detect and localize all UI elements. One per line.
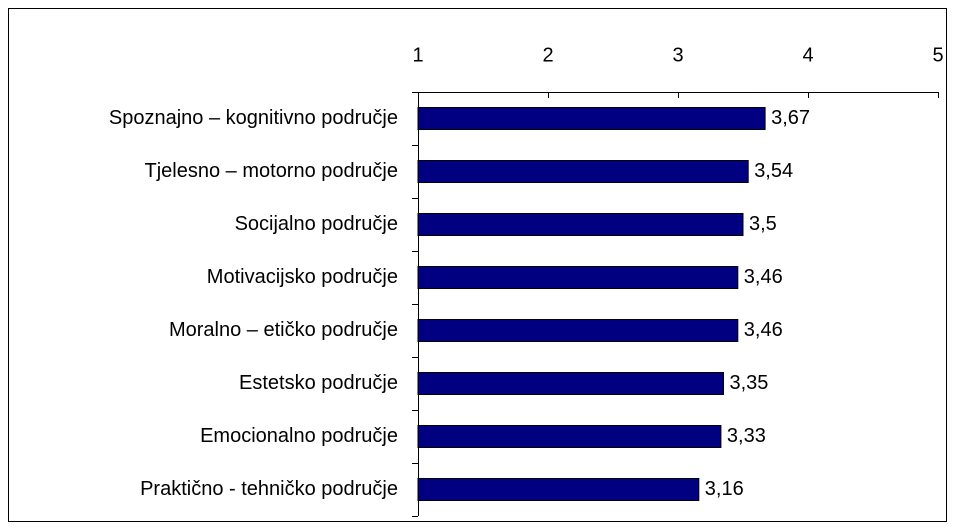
y-tick-label: Praktično - tehničko područje — [140, 478, 398, 500]
data-label: 3,46 — [744, 266, 783, 288]
x-tick-label: 2 — [542, 44, 553, 66]
y-tick-label: Motivacijsko područje — [207, 266, 398, 288]
y-tick-label: Moralno – etičko područje — [169, 319, 398, 341]
bar — [417, 107, 766, 130]
x-tick-label: 1 — [412, 44, 423, 66]
bar — [417, 425, 722, 448]
y-tick-label: Spoznajno – kognitivno područje — [109, 107, 398, 129]
bar — [417, 372, 724, 395]
data-label: 3,33 — [727, 425, 766, 447]
data-label: 3,5 — [749, 213, 777, 235]
y-tick-label: Emocionalno područje — [200, 425, 398, 447]
bar — [417, 319, 739, 342]
y-tick-label: Estetsko područje — [239, 372, 398, 394]
data-label: 3,67 — [771, 107, 810, 129]
data-label: 3,46 — [744, 319, 783, 341]
data-label: 3,54 — [754, 160, 793, 182]
bar — [417, 478, 700, 501]
x-tick-label: 4 — [802, 44, 813, 66]
bar — [417, 213, 744, 236]
x-tick-label: 5 — [932, 44, 943, 66]
data-label: 3,16 — [705, 478, 744, 500]
x-tick-label: 3 — [672, 44, 683, 66]
y-tick-label: Tjelesno – motorno područje — [145, 160, 398, 182]
data-label: 3,35 — [730, 372, 769, 394]
y-tick-label: Socijalno područje — [235, 213, 398, 235]
bar — [417, 160, 749, 183]
bar — [417, 266, 739, 289]
